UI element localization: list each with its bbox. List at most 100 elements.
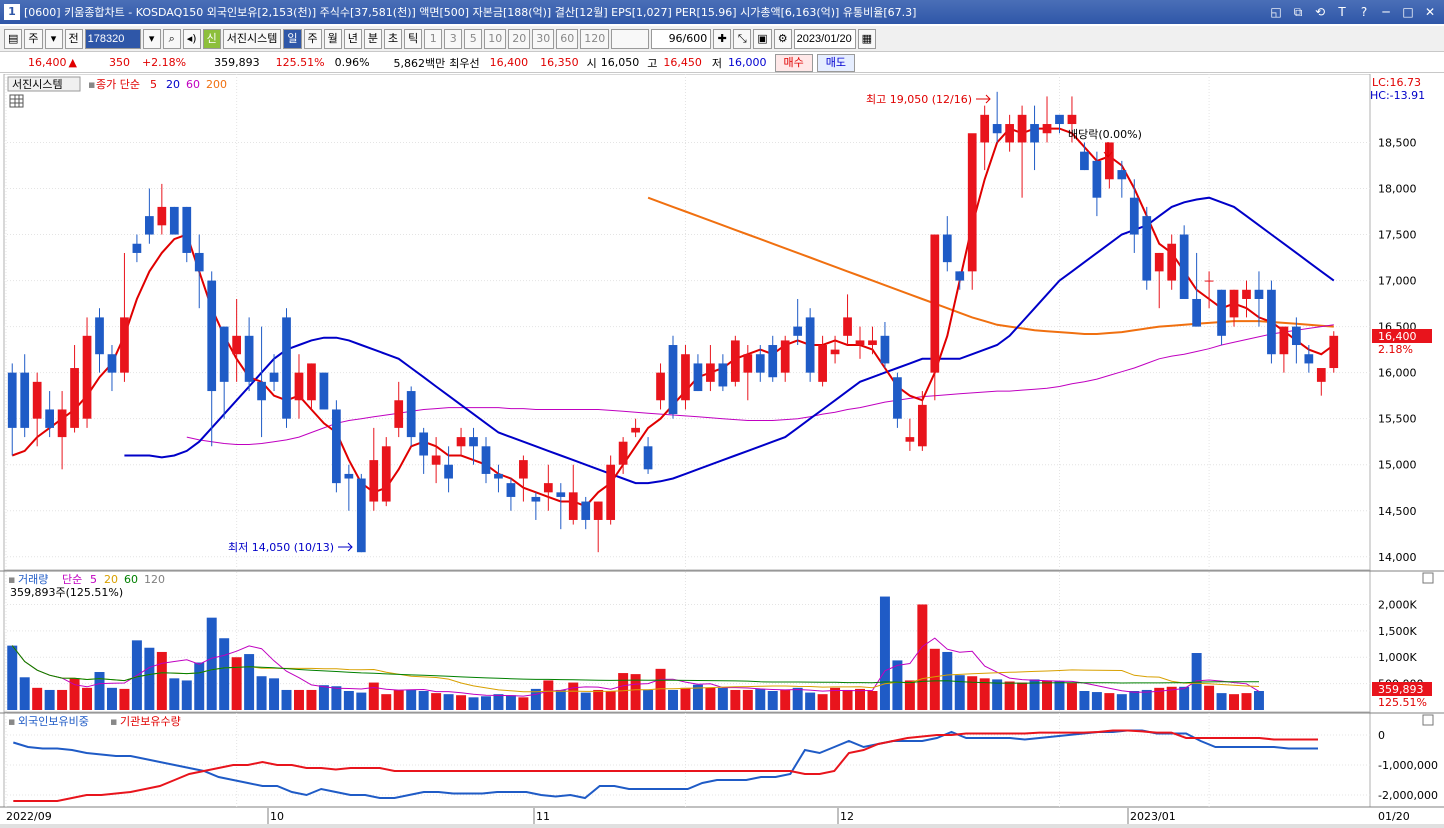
- help-icon[interactable]: ?: [1360, 5, 1368, 19]
- stock-chart[interactable]: 14,00014,50015,00015,50016,00016,50017,0…: [0, 74, 1444, 824]
- gear-icon[interactable]: ⚙: [773, 28, 792, 49]
- volume-pct-tag: 125.51%: [1378, 696, 1427, 709]
- period-select[interactable]: 주: [24, 28, 43, 49]
- candle-body: [793, 326, 803, 336]
- volume-bar: [269, 678, 280, 710]
- sell-button[interactable]: 매도: [816, 53, 856, 72]
- stock-name-field[interactable]: 서진시스템: [222, 28, 282, 49]
- data-count[interactable]: 96/600: [651, 28, 712, 49]
- trade-amount: 5,862백만: [393, 56, 446, 70]
- volume-bar: [281, 689, 292, 710]
- save-icon[interactable]: ▣: [753, 28, 772, 49]
- price-panel[interactable]: [3, 74, 1371, 571]
- calendar-icon[interactable]: ▦: [857, 28, 877, 49]
- draw-icon[interactable]: ⤡: [733, 28, 752, 49]
- minimize-icon[interactable]: ─: [1382, 5, 1390, 19]
- volume-bar: [904, 680, 915, 710]
- high-price: 16,450: [663, 56, 702, 69]
- candle-body: [1067, 114, 1077, 125]
- candle-body: [70, 368, 79, 428]
- candle-body: [1304, 354, 1314, 364]
- foreign-legend-marker: ▪: [8, 715, 15, 728]
- number-30[interactable]: 30: [532, 28, 555, 49]
- interval-minute[interactable]: 분: [363, 28, 383, 49]
- volume-bar: [842, 689, 853, 710]
- up-arrow-icon: ▲: [68, 56, 77, 69]
- candle-body: [967, 133, 977, 272]
- number-120[interactable]: 120: [580, 28, 610, 49]
- volume-bar: [393, 689, 404, 710]
- candle-body: [930, 234, 940, 373]
- volume-bar: [929, 648, 940, 710]
- custom-number-input[interactable]: [611, 28, 650, 49]
- candle-body: [1179, 234, 1189, 299]
- number-1[interactable]: 1: [424, 28, 443, 49]
- stock-code-input[interactable]: [84, 28, 141, 49]
- legend-marker: ▪: [88, 78, 95, 91]
- all-button[interactable]: 전: [64, 28, 83, 49]
- candle-body: [1254, 289, 1264, 299]
- candle-body: [606, 464, 616, 520]
- foreign-tick-label: 0: [1378, 729, 1385, 742]
- candle-body: [543, 483, 553, 493]
- current-price-tag-text: 16,400: [1378, 330, 1417, 343]
- volume-bar: [879, 596, 890, 710]
- interval-day[interactable]: 일: [283, 28, 302, 49]
- crosshair-icon[interactable]: ✚: [713, 28, 732, 49]
- buy-button[interactable]: 매수: [774, 53, 813, 72]
- volume-bar: [1179, 686, 1190, 710]
- chart-menu-icon[interactable]: ▤: [4, 28, 23, 49]
- code-dropdown-icon[interactable]: ▾: [142, 28, 161, 49]
- sin-button[interactable]: 신: [202, 28, 221, 49]
- price-tick-label: 17,000: [1378, 275, 1417, 288]
- number-20[interactable]: 20: [508, 28, 531, 49]
- candle-body: [893, 377, 902, 419]
- number-3[interactable]: 3: [444, 28, 463, 49]
- close-icon[interactable]: ✕: [1424, 5, 1436, 19]
- layout-icon[interactable]: ◱: [1270, 5, 1282, 19]
- candle-body: [1204, 280, 1214, 282]
- interval-year[interactable]: 년: [343, 28, 362, 49]
- copy-icon[interactable]: ⧉: [1293, 5, 1303, 19]
- volume-bar: [568, 682, 579, 710]
- ma60-legend: 60: [186, 78, 200, 91]
- candle-body: [82, 335, 92, 419]
- date-input[interactable]: [793, 28, 856, 49]
- candle-body: [581, 501, 591, 520]
- sound-icon[interactable]: ◂): [182, 28, 201, 49]
- candle-body: [1229, 289, 1239, 318]
- foreign-panel-close-icon[interactable]: [1422, 714, 1434, 726]
- low-label: 저: [711, 56, 723, 70]
- volume-bar: [618, 673, 629, 710]
- table-icon[interactable]: [9, 94, 24, 108]
- chart-name-tab[interactable]: [7, 76, 81, 92]
- candle-body: [132, 243, 142, 253]
- candle-body: [7, 372, 17, 428]
- volume-bar: [1154, 687, 1165, 710]
- interval-month[interactable]: 월: [323, 28, 342, 49]
- candle-body: [618, 441, 628, 465]
- volume-bar: [194, 662, 205, 710]
- maximize-icon[interactable]: □: [1402, 5, 1414, 19]
- interval-tick[interactable]: 틱: [404, 28, 423, 49]
- period-dropdown-icon[interactable]: ▾: [44, 28, 63, 49]
- interval-second[interactable]: 초: [384, 28, 403, 49]
- number-60[interactable]: 60: [556, 28, 579, 49]
- volume-bar: [1104, 693, 1115, 710]
- refresh-icon[interactable]: ⟲: [1314, 5, 1326, 19]
- number-5[interactable]: 5: [464, 28, 483, 49]
- candle-body: [394, 400, 404, 428]
- volume-bar: [817, 694, 828, 710]
- font-icon[interactable]: T: [1338, 5, 1346, 19]
- interval-week[interactable]: 주: [303, 28, 322, 49]
- volume-tick-label: 1,000K: [1378, 651, 1417, 664]
- number-10[interactable]: 10: [484, 28, 507, 49]
- volume-bar: [967, 676, 978, 710]
- volume-bar: [730, 689, 741, 710]
- search-icon[interactable]: ⌕: [162, 28, 181, 49]
- volume-bar: [867, 691, 878, 710]
- volume-bar: [368, 682, 379, 710]
- candle-body: [1242, 289, 1251, 299]
- volume-ratio: 125.51%: [275, 56, 325, 69]
- volume-panel-close-icon[interactable]: [1422, 572, 1434, 584]
